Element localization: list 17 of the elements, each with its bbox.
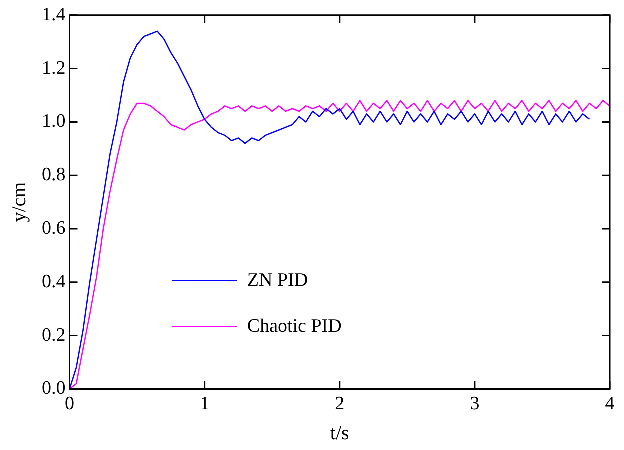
y-tick-label: 0.2 xyxy=(42,324,66,346)
y-axis-title: y/cm xyxy=(8,182,30,222)
y-tick-label: 0.8 xyxy=(42,164,66,186)
x-tick-label: 4 xyxy=(605,394,616,415)
y-tick-label: 1.2 xyxy=(42,58,66,79)
y-tick-label: 0.6 xyxy=(42,218,66,239)
x-tick-label: 0 xyxy=(65,394,74,415)
y-tick-label: 0.0 xyxy=(42,378,66,400)
x-tick-label: 3 xyxy=(470,394,480,415)
y-tick-label: 1.0 xyxy=(42,111,66,132)
x-tick-label: 2 xyxy=(335,394,345,415)
x-tick-label: 1 xyxy=(200,394,210,415)
legend-label: ZN PID xyxy=(247,270,308,291)
y-tick-label: 0.4 xyxy=(42,271,66,292)
y-tick-label: 1.4 xyxy=(42,4,66,26)
x-axis-title: t/s xyxy=(330,422,350,444)
legend-label: Chaotic PID xyxy=(247,316,342,337)
